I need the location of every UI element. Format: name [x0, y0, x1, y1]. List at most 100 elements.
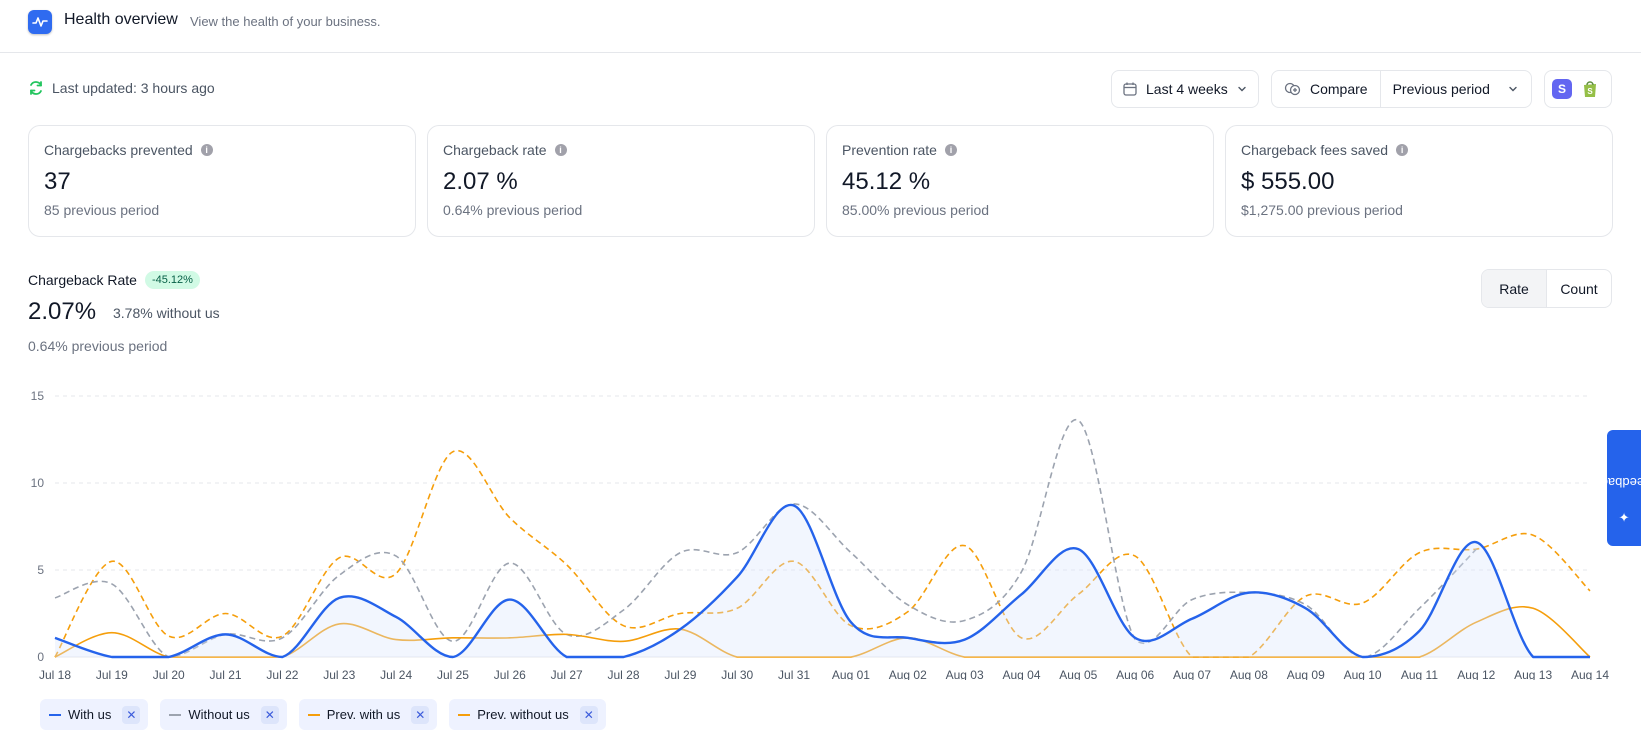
remove-icon[interactable]: ✕: [260, 705, 279, 724]
info-icon[interactable]: i: [1396, 144, 1409, 156]
legend-prev-with-us[interactable]: Prev. with us ✕: [298, 699, 438, 730]
legend-label: Prev. with us: [326, 707, 401, 722]
stripe-store-icon[interactable]: S: [1552, 79, 1572, 99]
x-tick-label: Jul 26: [494, 668, 526, 680]
x-tick-label: Aug 13: [1514, 668, 1552, 680]
activity-icon: [28, 10, 52, 34]
card-previous: 85 previous period: [44, 202, 160, 218]
legend-without-us[interactable]: Without us ✕: [160, 699, 287, 730]
card-value: 37: [44, 168, 71, 195]
card-previous: 85.00% previous period: [842, 202, 990, 218]
x-tick-label: Jul 23: [323, 668, 355, 680]
legend-swatch: [49, 713, 61, 716]
info-icon[interactable]: i: [554, 144, 567, 156]
card-chargebacks-prevented: Chargebacks prevented i 37 85 previous pe…: [28, 125, 416, 237]
shopify-store-icon[interactable]: S: [1580, 79, 1600, 99]
y-tick-label: 10: [31, 476, 45, 490]
sparkle-icon: ✦: [1618, 509, 1630, 525]
x-tick-label: Jul 31: [778, 668, 810, 680]
toggle-rate[interactable]: Rate: [1482, 270, 1547, 307]
x-tick-label: Aug 05: [1059, 668, 1097, 680]
legend-swatch: [307, 713, 320, 716]
x-tick-label: Aug 12: [1457, 668, 1495, 680]
page-header: Health overview View the health of your …: [0, 0, 1641, 53]
info-icon[interactable]: i: [944, 144, 957, 156]
svg-text:S: S: [1587, 87, 1593, 96]
x-tick-label: Aug 07: [1173, 668, 1211, 680]
page-title: Health overview: [64, 11, 178, 28]
x-tick-label: Aug 06: [1116, 668, 1154, 680]
rate-count-toggle: Rate Count: [1481, 269, 1612, 308]
chevron-down-icon: [1509, 86, 1517, 92]
card-label: Chargeback rate: [443, 142, 547, 158]
remove-icon[interactable]: ✕: [579, 705, 598, 724]
x-tick-label: Jul 20: [153, 668, 185, 680]
compare-icon: [1284, 82, 1301, 96]
y-tick-label: 5: [37, 563, 44, 577]
calendar-icon: [1123, 82, 1137, 96]
store-selector[interactable]: S S: [1544, 70, 1612, 108]
last-updated: Last updated: 3 hours ago: [28, 80, 215, 96]
remove-icon[interactable]: ✕: [411, 705, 430, 724]
legend-swatch: [169, 713, 182, 716]
x-tick-label: Aug 10: [1344, 668, 1382, 680]
x-tick-label: Aug 11: [1401, 668, 1438, 680]
period-label: Last 4 weeks: [1146, 81, 1228, 97]
legend-prev-without-us[interactable]: Prev. without us ✕: [449, 699, 606, 730]
card-value: 45.12 %: [842, 168, 931, 195]
card-fees-saved: Chargeback fees saved i $ 555.00 $1,275.0…: [1225, 125, 1613, 237]
legend-label: Without us: [188, 707, 250, 722]
page-subtitle: View the health of your business.: [190, 14, 381, 29]
x-tick-label: Jul 28: [608, 668, 640, 680]
legend-label: With us: [68, 707, 112, 722]
card-previous: 0.64% previous period: [443, 202, 583, 218]
last-updated-text: Last updated: 3 hours ago: [52, 80, 215, 96]
legend-label: Prev. without us: [477, 707, 569, 722]
compare-toggle[interactable]: Compare: [1272, 71, 1381, 107]
x-tick-label: Jul 19: [96, 668, 128, 680]
x-tick-label: Aug 02: [889, 668, 927, 680]
chart-legend: With us ✕ Without us ✕ Prev. with us ✕ P…: [40, 699, 606, 730]
x-tick-label: Aug 09: [1287, 668, 1325, 680]
period-select[interactable]: Last 4 weeks: [1111, 70, 1259, 108]
feedback-label: Feedback: [1594, 475, 1641, 491]
refresh-icon: [30, 81, 42, 95]
compare-label: Compare: [1310, 81, 1368, 97]
x-tick-label: Aug 01: [832, 668, 870, 680]
compare-period-select[interactable]: Previous period: [1381, 71, 1531, 107]
rate-without-us: 3.78% without us: [113, 305, 220, 321]
legend-with-us[interactable]: With us ✕: [40, 699, 149, 730]
card-value: 2.07 %: [443, 168, 518, 195]
x-tick-label: Jul 18: [39, 668, 71, 680]
section-title: Chargeback Rate: [28, 272, 137, 288]
x-tick-label: Jul 30: [721, 668, 753, 680]
card-label: Chargeback fees saved: [1241, 142, 1389, 158]
legend-swatch: [458, 713, 471, 716]
x-tick-label: Aug 08: [1230, 668, 1268, 680]
card-value: $ 555.00: [1241, 168, 1335, 195]
card-chargeback-rate: Chargeback rate i 2.07 % 0.64% previous p…: [427, 125, 815, 237]
card-previous: $1,275.00 previous period: [1241, 202, 1403, 218]
x-tick-label: Jul 27: [551, 668, 583, 680]
card-label: Chargebacks prevented: [44, 142, 193, 158]
y-tick-label: 0: [37, 650, 44, 664]
info-icon[interactable]: i: [200, 144, 213, 156]
series-area: [55, 504, 1590, 657]
feedback-button[interactable]: ✦ Feedback: [1595, 430, 1641, 546]
change-badge: -45.12%: [144, 271, 200, 289]
card-prevention-rate: Prevention rate i 45.12 % 85.00% previous…: [826, 125, 1214, 237]
x-tick-label: Jul 22: [266, 668, 298, 680]
compare-control: Compare Previous period: [1271, 70, 1532, 108]
compare-value: Previous period: [1392, 81, 1490, 97]
remove-icon[interactable]: ✕: [122, 705, 141, 724]
toggle-count[interactable]: Count: [1560, 280, 1598, 297]
series-line-prev-without-us: [54, 449, 1591, 658]
chargeback-rate-heading: Chargeback Rate -45.12%: [28, 271, 200, 289]
x-tick-label: Jul 25: [437, 668, 469, 680]
x-tick-label: Jul 21: [210, 668, 242, 680]
x-tick-label: Jul 29: [664, 668, 696, 680]
x-tick-label: Aug 14: [1571, 668, 1609, 680]
chargeback-rate-chart: 0 5 10 15 Jul 18 Jul 19 Jul 20 Jul 21 Jul 22 Jul …: [31, 389, 1610, 680]
x-tick-label: Aug 04: [1002, 668, 1040, 680]
rate-previous: 0.64% previous period: [28, 338, 168, 354]
